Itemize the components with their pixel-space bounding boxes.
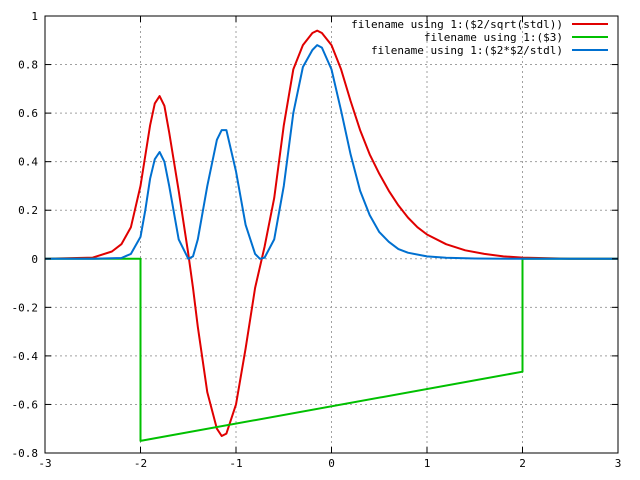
y-tick-label: 0.4 xyxy=(18,156,38,169)
x-tick-label: -1 xyxy=(229,457,242,470)
tick-labels: -3 -2 -1 0 1 2 3 -0.8 -0.6 -0.4 -0.2 0 0.2 0.4 0.6 0.8 1 xyxy=(12,10,622,470)
y-tick-label: -0.6 xyxy=(12,398,39,411)
legend: filename using 1:($2/sqrt(stdl))filename… xyxy=(351,18,608,57)
y-tick-label: 0.6 xyxy=(18,107,38,120)
y-tick-label: 0.2 xyxy=(18,204,38,217)
series-line-1 xyxy=(44,29,618,437)
y-tick-label: -0.4 xyxy=(12,350,39,363)
x-tick-label: 3 xyxy=(615,457,622,470)
grid-lines xyxy=(45,16,618,453)
y-tick-label: 1 xyxy=(31,10,38,23)
axis-ticks xyxy=(44,15,619,454)
legend-label: filename using 1:($2*$2/stdl) xyxy=(371,44,563,57)
x-tick-label: -2 xyxy=(134,457,147,470)
series-lines xyxy=(44,29,618,442)
y-tick-label: -0.2 xyxy=(12,301,39,314)
y-tick-label: 0.8 xyxy=(18,59,38,72)
legend-label: filename using 1:($2/sqrt(stdl)) xyxy=(351,18,563,31)
x-tick-label: 2 xyxy=(519,457,526,470)
x-tick-label: -3 xyxy=(38,457,51,470)
x-tick-label: 1 xyxy=(424,457,431,470)
legend-label: filename using 1:($3) xyxy=(424,31,563,44)
y-tick-label: 0 xyxy=(31,253,38,266)
series-line-3 xyxy=(45,44,618,260)
y-tick-label: -0.8 xyxy=(12,447,39,460)
x-tick-label: 0 xyxy=(328,457,335,470)
